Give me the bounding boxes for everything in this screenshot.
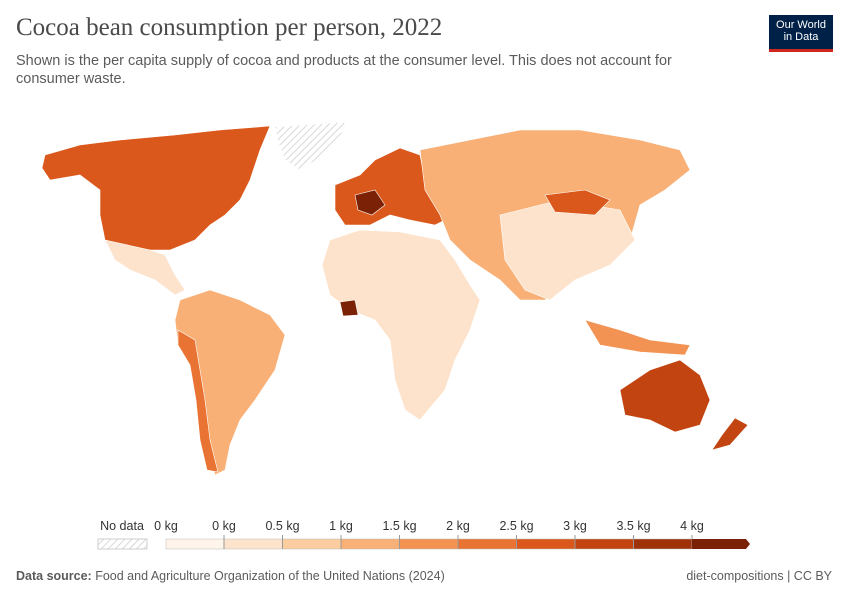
legend-bin <box>165 538 225 550</box>
france <box>354 189 386 216</box>
legend-bin <box>692 539 750 549</box>
legend-label: 3.5 kg <box>616 519 650 533</box>
indonesia <box>584 319 691 356</box>
greenland <box>274 121 346 171</box>
license: diet-compositions | CC BY <box>686 569 832 583</box>
map <box>41 121 749 476</box>
logo-line: in Data <box>783 31 819 43</box>
legend-label: 3 kg <box>563 519 587 533</box>
africa <box>321 229 481 421</box>
new-zealand <box>711 417 749 451</box>
legend-bin <box>282 538 342 550</box>
mongolia <box>544 189 611 216</box>
no-data-swatch <box>97 538 148 550</box>
legend-label: 2 kg <box>446 519 470 533</box>
central-america <box>104 239 186 296</box>
legend-label: 0 kg <box>154 519 178 533</box>
legend-label: 1.5 kg <box>382 519 416 533</box>
legend-bin <box>633 538 693 550</box>
legend: No data 0 kg 0 kg 0.5 kg 1 kg 1.5 kg 2 kg 2.5 k… <box>97 519 750 550</box>
source-text: Food and Agriculture Organization of the… <box>95 569 445 583</box>
legend-label: 1 kg <box>329 519 353 533</box>
legend-bin <box>223 538 283 550</box>
source: Data source: Food and Agriculture Organi… <box>16 569 445 583</box>
north-america <box>41 125 271 251</box>
source-label: Data source: <box>16 569 92 583</box>
legend-label: 0.5 kg <box>265 519 299 533</box>
no-data-label: No data <box>100 519 144 533</box>
logo[interactable]: Our World in Data <box>769 15 833 52</box>
australia <box>619 359 711 433</box>
legend-bin <box>399 538 459 550</box>
legend-label: 2.5 kg <box>499 519 533 533</box>
logo-line: Our World <box>776 19 826 31</box>
legend-bin <box>457 538 517 550</box>
legend-bin <box>574 538 634 550</box>
peru-chile <box>177 329 219 473</box>
legend-bin <box>516 538 576 550</box>
legend-label: 4 kg <box>680 519 704 533</box>
ivory-coast <box>339 299 359 317</box>
title: Cocoa bean consumption per person, 2022 <box>16 14 443 41</box>
legend-label: 0 kg <box>212 519 236 533</box>
legend-bin <box>340 538 400 550</box>
south-america <box>174 289 286 476</box>
subtitle: Shown is the per capita supply of cocoa … <box>16 53 672 87</box>
